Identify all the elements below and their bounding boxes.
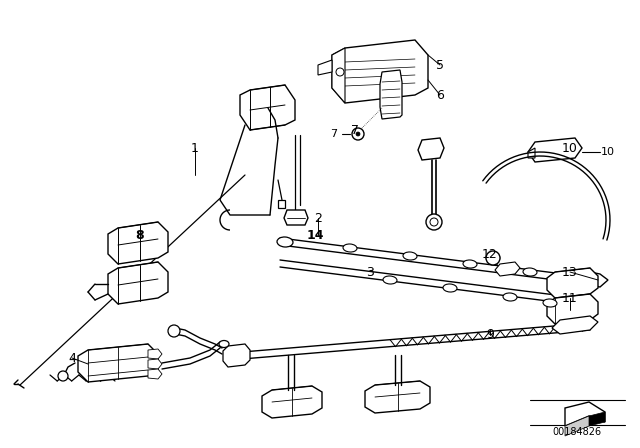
Polygon shape <box>552 316 598 334</box>
Text: 14: 14 <box>307 228 324 241</box>
Polygon shape <box>332 40 428 103</box>
Polygon shape <box>240 85 295 130</box>
Polygon shape <box>380 70 402 119</box>
Circle shape <box>356 132 360 136</box>
Polygon shape <box>565 416 589 436</box>
Polygon shape <box>284 210 308 225</box>
Text: 8: 8 <box>136 228 144 241</box>
Text: 11: 11 <box>562 292 578 305</box>
Circle shape <box>58 371 68 381</box>
Text: 13: 13 <box>562 266 578 279</box>
Polygon shape <box>332 48 345 103</box>
Polygon shape <box>148 349 162 359</box>
Circle shape <box>486 251 500 265</box>
Text: 9: 9 <box>486 328 494 341</box>
Polygon shape <box>78 344 158 382</box>
Polygon shape <box>418 138 444 160</box>
Circle shape <box>352 128 364 140</box>
Ellipse shape <box>383 276 397 284</box>
Polygon shape <box>108 262 168 304</box>
Polygon shape <box>528 138 582 162</box>
Polygon shape <box>108 222 168 264</box>
Polygon shape <box>547 268 598 298</box>
Circle shape <box>426 214 442 230</box>
Ellipse shape <box>523 268 537 276</box>
Polygon shape <box>262 386 322 418</box>
Polygon shape <box>148 369 162 379</box>
Text: 4: 4 <box>68 352 76 365</box>
Polygon shape <box>589 412 605 426</box>
Text: 10: 10 <box>601 147 615 157</box>
Text: 3: 3 <box>366 266 374 279</box>
Polygon shape <box>528 148 535 158</box>
Ellipse shape <box>503 293 517 301</box>
Polygon shape <box>223 344 250 367</box>
Polygon shape <box>565 402 605 426</box>
Ellipse shape <box>277 237 293 247</box>
Polygon shape <box>148 359 162 369</box>
Text: 2: 2 <box>314 211 322 224</box>
Ellipse shape <box>403 252 417 260</box>
Polygon shape <box>318 60 332 75</box>
Ellipse shape <box>543 299 557 307</box>
Text: 10: 10 <box>562 142 578 155</box>
Text: 00184826: 00184826 <box>552 427 602 437</box>
Polygon shape <box>495 262 520 276</box>
Text: 6: 6 <box>436 89 444 102</box>
Text: 5: 5 <box>436 59 444 72</box>
Polygon shape <box>278 200 285 208</box>
Ellipse shape <box>463 260 477 268</box>
Ellipse shape <box>443 284 457 292</box>
Text: 12: 12 <box>482 249 498 262</box>
Polygon shape <box>547 294 598 324</box>
Circle shape <box>430 218 438 226</box>
Ellipse shape <box>343 244 357 252</box>
Ellipse shape <box>219 340 229 348</box>
Circle shape <box>336 68 344 76</box>
Text: 7: 7 <box>330 129 337 139</box>
Text: 1: 1 <box>191 142 199 155</box>
Circle shape <box>168 325 180 337</box>
Polygon shape <box>572 270 608 287</box>
Text: 7: 7 <box>351 124 359 137</box>
Polygon shape <box>365 381 430 413</box>
